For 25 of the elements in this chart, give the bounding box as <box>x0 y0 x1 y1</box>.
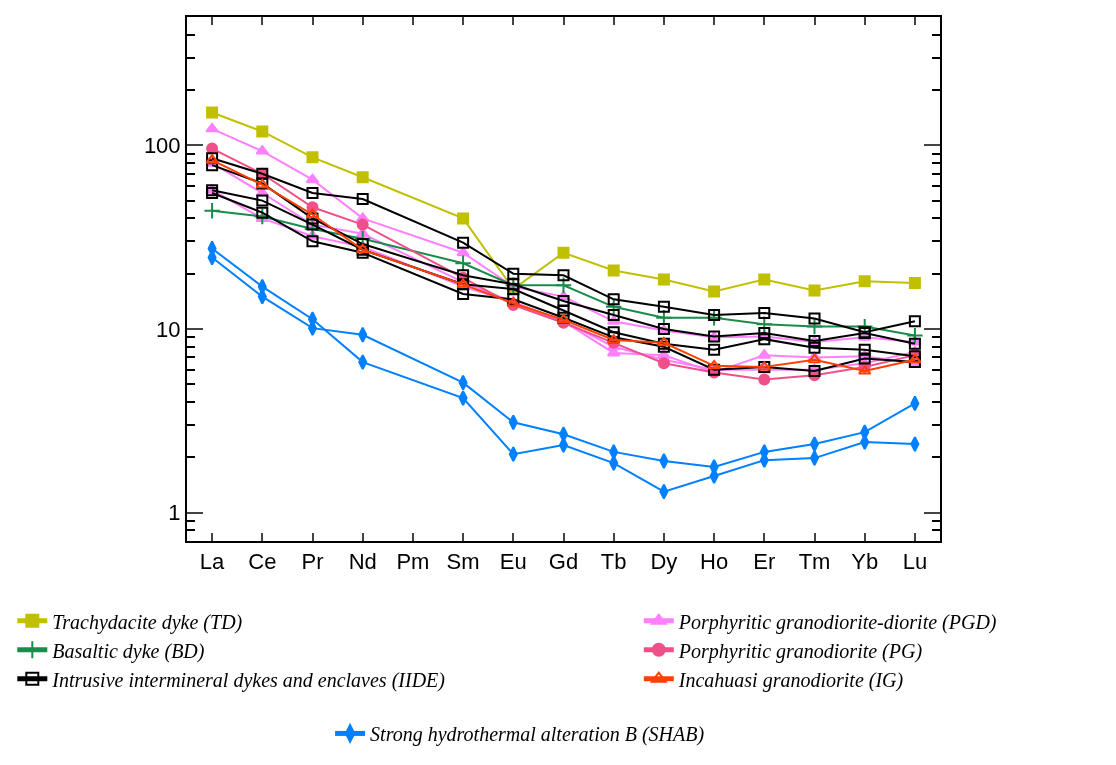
x-tick-label: Tb <box>600 549 627 575</box>
y-tick-label: 100 <box>143 133 181 159</box>
x-tick-label: La <box>199 549 226 575</box>
legend-label: Intrusive intermineral dykes and enclaves (IIDE) <box>51 668 446 692</box>
legend-label: Basaltic dyke (BD) <box>52 639 205 663</box>
y-tick-label: 10 <box>156 316 181 342</box>
x-tick-label: Er <box>753 549 776 575</box>
legend-label: Porphyritic granodiorite (PG) <box>677 639 923 663</box>
x-tick-label: Nd <box>348 549 377 575</box>
x-tick-label: Ce <box>248 549 277 575</box>
legend-label: Strong hydrothermal alteration B (SHAB) <box>370 723 705 747</box>
x-tick-label: Ho <box>700 549 729 575</box>
x-tick-label: Lu <box>902 549 928 575</box>
x-tick-label: Gd <box>548 549 579 575</box>
x-tick-label: Dy <box>650 549 678 575</box>
legend-label: Incahuasi granodiorite (IG) <box>677 668 904 692</box>
x-tick-label: Yb <box>851 549 879 575</box>
y-tick-label: 1 <box>168 500 181 526</box>
x-tick-label: Eu <box>499 549 527 575</box>
legend-label: Porphyritic granodiorite-diorite (PGD) <box>677 610 997 634</box>
legend-label: Trachydacite dyke (TD) <box>52 610 243 634</box>
x-tick-label: Sm <box>446 549 480 575</box>
x-tick-label: Pm <box>396 549 430 575</box>
x-tick-label: Pr <box>301 549 324 575</box>
x-tick-label: Tm <box>798 549 831 575</box>
